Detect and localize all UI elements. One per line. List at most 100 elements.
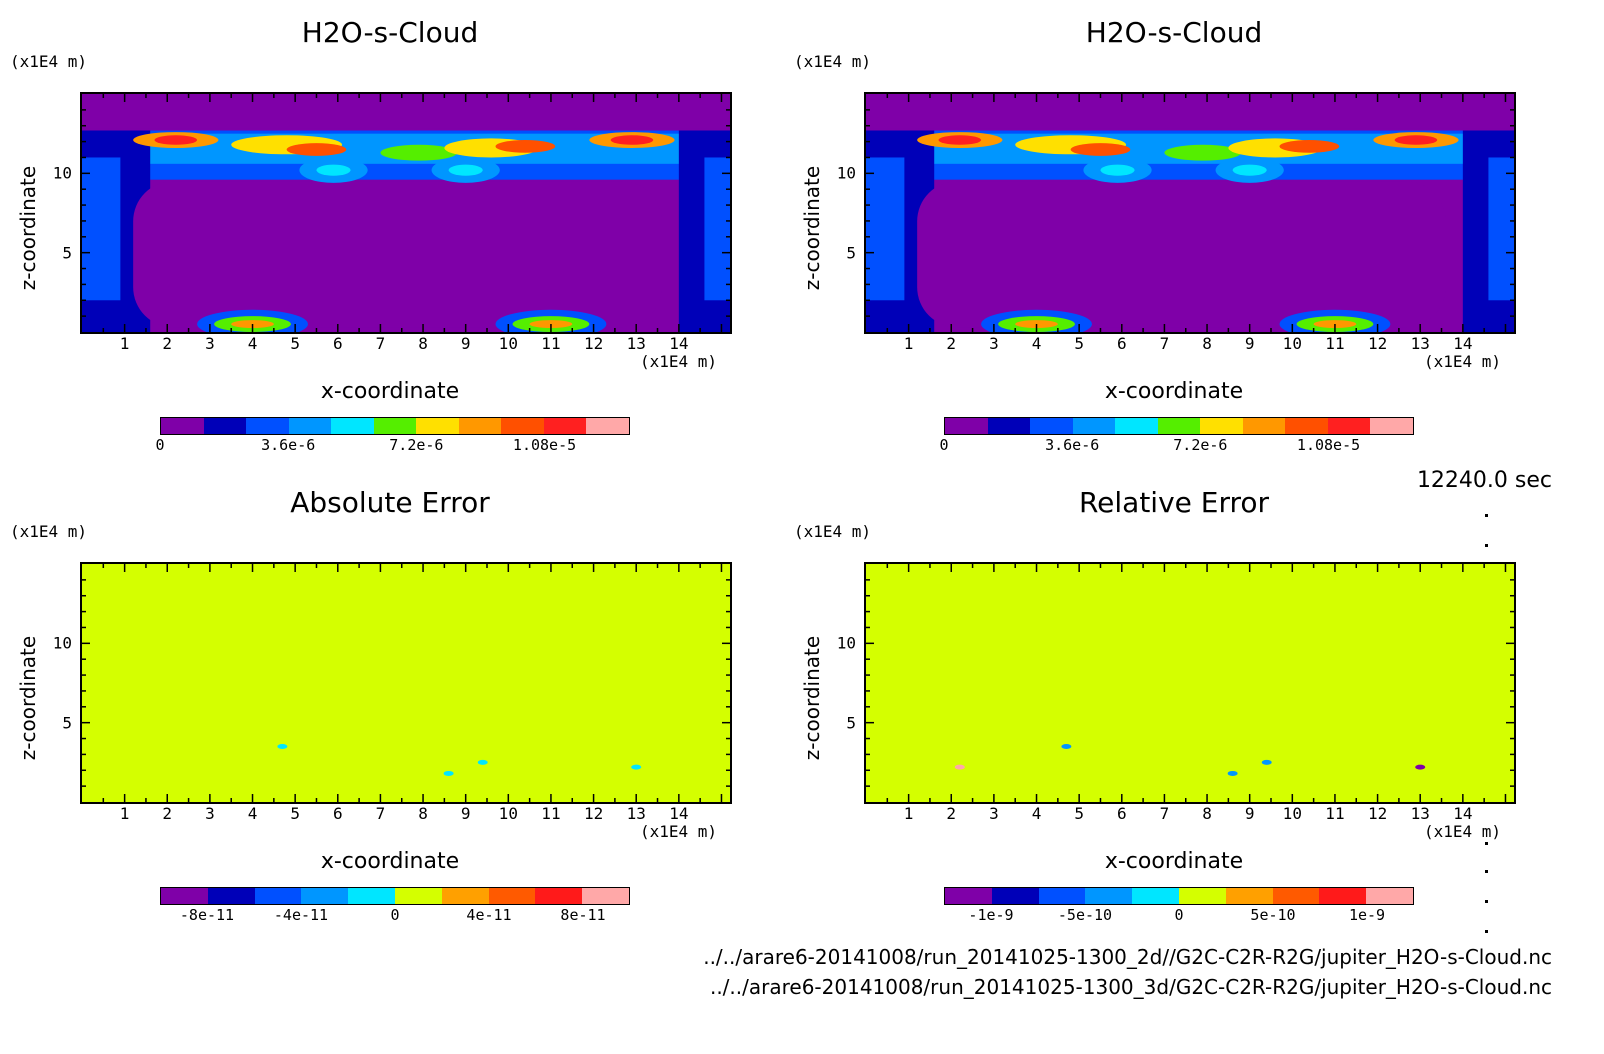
z-tick-label: 5 — [62, 713, 72, 733]
cloud-blob — [154, 135, 198, 145]
x-tick-label: 6 — [1116, 334, 1127, 353]
field-svg — [82, 564, 730, 802]
colorbar-swatch — [441, 888, 489, 904]
z-tick-label: 10 — [836, 633, 856, 653]
colorbar-swatch — [987, 418, 1031, 434]
colorbar-swatch — [1225, 888, 1273, 904]
colorbar-swatch — [1157, 418, 1201, 434]
z-tick-label: 10 — [52, 633, 72, 653]
colorbar-swatch — [945, 888, 992, 904]
x-axis-label: x-coordinate — [320, 379, 460, 404]
z-axis-label: z-coordinate — [16, 165, 40, 291]
x-tick-label: 14 — [669, 334, 689, 353]
z-axis-label: z-coordinate — [800, 165, 824, 291]
colorbar-swatch — [1072, 418, 1116, 434]
panel-relative-error: Relative Error (x1E4 m) z-coordinate 5 10… — [784, 470, 1564, 950]
x-tick-label: 8 — [418, 334, 428, 353]
error-spot — [477, 759, 488, 765]
colorbar-tick-label: -8e-11 — [179, 906, 235, 924]
x-tick-label: 14 — [1453, 804, 1473, 823]
x-unit-label: (x1E4 m) — [1424, 822, 1502, 841]
colorbar-tick-label: 0 — [390, 906, 400, 924]
x-tick-label: 1 — [903, 334, 914, 353]
colorbar-swatch — [501, 418, 544, 434]
x-tick-label: 13 — [626, 334, 646, 353]
x-tick-label: 3 — [989, 334, 999, 353]
x-tick-label: 5 — [290, 804, 300, 823]
error-spot — [1415, 764, 1426, 770]
x-axis-label: x-coordinate — [1104, 849, 1244, 874]
x-axis-label: x-coordinate — [320, 849, 460, 874]
cloud-wall-left-inner — [82, 157, 121, 301]
cloud-eddy-core — [316, 164, 351, 176]
cloud-blob — [1394, 135, 1438, 145]
colorbar-tick-label: -4e-11 — [273, 906, 329, 924]
x-tick-label: 9 — [460, 334, 471, 353]
colorbar-swatch — [161, 888, 208, 904]
colorbar-swatch — [582, 888, 629, 904]
z-tick-label: 5 — [846, 713, 856, 733]
colorbar-tick-label: -5e-10 — [1057, 906, 1113, 924]
x-tick-label: 9 — [1244, 334, 1255, 353]
x-tick-label: 10 — [498, 804, 518, 823]
error-spot — [954, 764, 965, 770]
colorbar — [944, 887, 1414, 905]
colorbar-swatch — [1327, 418, 1371, 434]
x-tick-label: 1 — [119, 334, 130, 353]
x-tick-label: 14 — [669, 804, 689, 823]
colorbar-swatch — [1178, 888, 1226, 904]
panel-title: Absolute Error — [290, 486, 490, 519]
colorbar-swatch — [254, 888, 302, 904]
colorbar-labels: 0 3.6e-6 7.2e-6 1.08e-5 — [155, 436, 630, 456]
x-tick-label: 13 — [1410, 804, 1430, 823]
field-background — [866, 564, 1514, 802]
x-tick-label: 12 — [1367, 804, 1388, 823]
colorbar-swatch — [543, 418, 587, 434]
z-ticks: 5 10 — [824, 92, 864, 334]
colorbar-swatch — [945, 418, 988, 434]
colorbar-tick-label: 0 — [939, 436, 949, 454]
colorbar-tick-label: 0 — [155, 436, 165, 454]
decor-dot — [1485, 842, 1488, 845]
colorbar-swatch — [207, 888, 255, 904]
x-tick-label: 6 — [332, 804, 343, 823]
z-tick-label: 10 — [836, 163, 856, 183]
x-tick-label: 12 — [1367, 334, 1388, 353]
x-tick-label: 7 — [1159, 334, 1170, 353]
z-unit-label: (x1E4 m) — [10, 52, 88, 71]
colorbar-labels: 0 3.6e-6 7.2e-6 1.08e-5 — [939, 436, 1414, 456]
colorbar-swatch — [246, 418, 289, 434]
cloud-blob — [1070, 143, 1131, 156]
panel-absolute-error: Absolute Error (x1E4 m) z-coordinate 5 10… — [0, 470, 780, 950]
z-axis-label: z-coordinate — [800, 635, 824, 761]
x-ticks: 1 2 3 4 5 6 7 8 9 10 11 12 13 14 — [80, 334, 732, 358]
x-tick-label: 2 — [946, 334, 957, 353]
colorbar — [160, 417, 630, 435]
x-tick-label: 5 — [1074, 334, 1084, 353]
x-tick-label: 10 — [1282, 334, 1302, 353]
colorbar-swatch — [331, 418, 374, 434]
plot-area — [80, 92, 732, 334]
x-tick-label: 11 — [1325, 804, 1345, 823]
time-label: 12240.0 sec — [1416, 468, 1552, 493]
cloud-eddy-core — [1100, 164, 1135, 176]
field-svg — [866, 94, 1514, 332]
field-svg — [82, 94, 730, 332]
colorbar — [944, 417, 1414, 435]
cloud-eddy-core — [1232, 164, 1267, 176]
cloud-eddy-core — [448, 164, 483, 176]
z-axis-label: z-coordinate — [16, 635, 40, 761]
x-tick-label: 9 — [1244, 804, 1255, 823]
colorbar-tick-label: -1e-9 — [968, 906, 1014, 924]
colorbar-labels: -8e-11 -4e-11 0 4e-11 8e-11 — [160, 906, 630, 926]
z-tick-label: 10 — [52, 163, 72, 183]
cloud-blob — [380, 144, 458, 161]
x-tick-label: 2 — [162, 804, 173, 823]
x-unit-label: (x1E4 m) — [640, 352, 718, 371]
x-tick-label: 1 — [119, 804, 130, 823]
x-tick-label: 3 — [989, 804, 999, 823]
error-spot — [443, 770, 454, 776]
field-svg — [866, 564, 1514, 802]
x-tick-label: 4 — [247, 334, 258, 353]
